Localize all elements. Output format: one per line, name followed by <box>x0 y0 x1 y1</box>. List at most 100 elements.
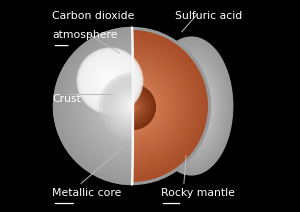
Ellipse shape <box>164 60 219 152</box>
Wedge shape <box>133 85 154 128</box>
Wedge shape <box>112 86 132 126</box>
Wedge shape <box>133 90 150 124</box>
Circle shape <box>90 61 130 101</box>
Circle shape <box>115 89 148 123</box>
Circle shape <box>108 82 155 130</box>
Wedge shape <box>133 105 135 109</box>
Wedge shape <box>126 100 132 112</box>
Wedge shape <box>133 95 146 120</box>
Circle shape <box>78 49 142 113</box>
Wedge shape <box>121 95 132 117</box>
Wedge shape <box>88 62 132 150</box>
Circle shape <box>64 38 200 174</box>
Ellipse shape <box>184 93 199 119</box>
Circle shape <box>103 78 160 134</box>
Circle shape <box>92 66 172 146</box>
Circle shape <box>121 95 145 119</box>
Wedge shape <box>53 28 132 184</box>
Circle shape <box>86 60 178 152</box>
Wedge shape <box>118 92 132 120</box>
Circle shape <box>131 105 135 109</box>
Text: Sulfuric acid: Sulfuric acid <box>176 11 243 21</box>
Ellipse shape <box>170 75 184 96</box>
Wedge shape <box>132 35 203 177</box>
Ellipse shape <box>159 52 224 160</box>
Circle shape <box>98 69 122 93</box>
Circle shape <box>70 44 194 168</box>
Wedge shape <box>91 65 132 147</box>
Circle shape <box>72 46 192 166</box>
Circle shape <box>71 45 193 167</box>
Wedge shape <box>60 34 132 178</box>
Circle shape <box>113 87 153 127</box>
Wedge shape <box>133 100 140 114</box>
Wedge shape <box>133 102 139 113</box>
Ellipse shape <box>176 80 207 132</box>
Wedge shape <box>133 101 139 113</box>
Wedge shape <box>104 79 132 134</box>
Circle shape <box>123 98 143 117</box>
Circle shape <box>93 67 171 145</box>
Ellipse shape <box>172 74 211 138</box>
Ellipse shape <box>166 64 217 148</box>
Ellipse shape <box>164 66 190 105</box>
Wedge shape <box>120 94 132 118</box>
Wedge shape <box>132 66 172 146</box>
Wedge shape <box>118 92 132 120</box>
Wedge shape <box>132 104 134 108</box>
Wedge shape <box>133 106 134 109</box>
Ellipse shape <box>174 78 208 134</box>
Wedge shape <box>101 75 132 137</box>
Circle shape <box>77 51 187 161</box>
Circle shape <box>110 83 154 129</box>
Ellipse shape <box>163 65 191 106</box>
Wedge shape <box>132 76 162 136</box>
Wedge shape <box>61 35 132 177</box>
Circle shape <box>95 69 169 143</box>
Wedge shape <box>132 59 179 153</box>
Circle shape <box>96 70 168 142</box>
Circle shape <box>81 55 183 157</box>
Circle shape <box>87 58 133 104</box>
Circle shape <box>125 99 141 115</box>
Wedge shape <box>132 102 136 110</box>
Wedge shape <box>70 44 132 168</box>
Wedge shape <box>100 74 132 138</box>
Text: Carbon dioxide: Carbon dioxide <box>52 11 135 21</box>
Wedge shape <box>133 106 134 108</box>
Circle shape <box>118 92 146 120</box>
Circle shape <box>128 102 138 112</box>
Ellipse shape <box>186 96 197 116</box>
Ellipse shape <box>169 70 213 142</box>
Circle shape <box>101 72 118 89</box>
Circle shape <box>103 77 161 135</box>
Circle shape <box>59 33 205 179</box>
Wedge shape <box>80 54 132 158</box>
Wedge shape <box>90 64 132 148</box>
Wedge shape <box>133 99 141 115</box>
Wedge shape <box>82 56 132 156</box>
Ellipse shape <box>155 46 227 166</box>
Wedge shape <box>132 99 139 113</box>
Circle shape <box>94 65 126 97</box>
Circle shape <box>124 98 140 114</box>
Circle shape <box>85 57 134 105</box>
Circle shape <box>80 54 184 158</box>
Circle shape <box>104 75 116 87</box>
Circle shape <box>120 94 146 120</box>
Wedge shape <box>69 43 132 169</box>
Wedge shape <box>87 61 132 151</box>
Circle shape <box>120 95 146 120</box>
Wedge shape <box>132 61 177 151</box>
Circle shape <box>69 43 195 169</box>
Ellipse shape <box>158 50 225 162</box>
Circle shape <box>122 96 144 118</box>
Wedge shape <box>75 49 132 163</box>
Ellipse shape <box>184 94 199 118</box>
Wedge shape <box>84 58 132 154</box>
Ellipse shape <box>187 99 196 113</box>
Circle shape <box>70 44 194 168</box>
Wedge shape <box>59 33 132 179</box>
Circle shape <box>64 38 200 174</box>
Wedge shape <box>133 103 137 111</box>
